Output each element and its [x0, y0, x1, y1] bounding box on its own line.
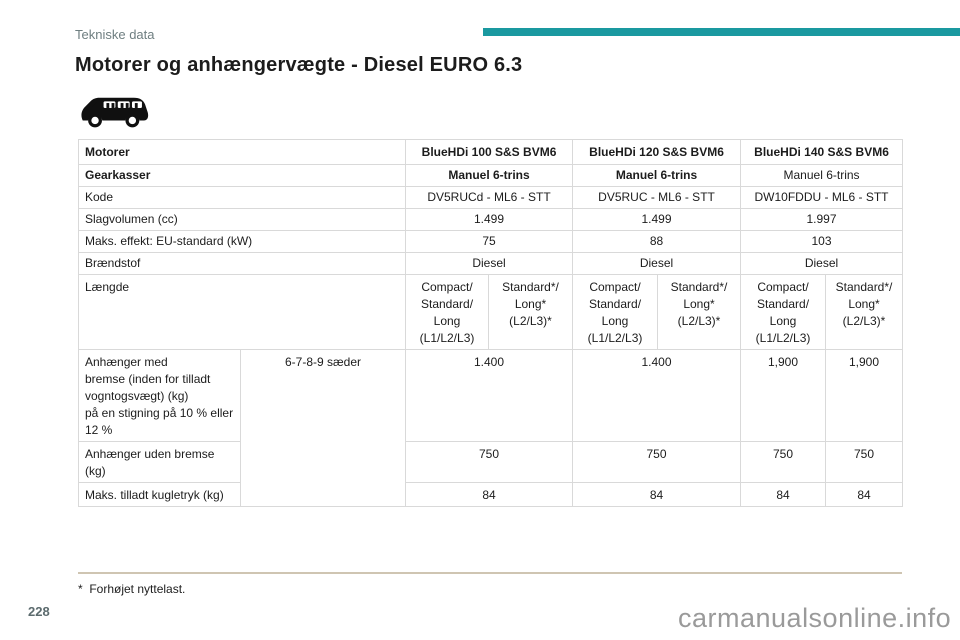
laengde-cell-5: Compact/ Standard/ Long (L1/L2/L3) — [740, 274, 827, 350]
kugletryk-value-2: 84 — [572, 482, 742, 507]
table-row-braendstof: Brændstof Diesel Diesel Diesel — [77, 252, 904, 275]
table-row-effekt: Maks. effekt: EU-standard (kW) 75 88 103 — [77, 230, 904, 253]
seats-cell: 6-7-8-9 sæder — [239, 349, 407, 507]
braendstof-value-1: Diesel — [405, 252, 574, 275]
row-label-braendstof: Brændstof — [77, 252, 407, 275]
row-label-anhaenger-uden-bremse: Anhænger uden bremse (kg) — [78, 441, 241, 483]
footnote: * Forhøjet nyttelast. — [78, 582, 186, 596]
header-accent-bar — [483, 28, 960, 36]
breadcrumb: Tekniske data — [75, 27, 155, 42]
table-row-kode: Kode DV5RUCd - ML6 - STT DV5RUC - ML6 - … — [77, 186, 904, 209]
anhaenger-med-value-2: 1.400 — [572, 349, 742, 442]
slagvolumen-value-3: 1.997 — [740, 208, 904, 231]
slagvolumen-value-1: 1.499 — [405, 208, 574, 231]
kode-value-1: DV5RUCd - ML6 - STT — [405, 186, 574, 209]
anhaenger-uden-value-2: 750 — [572, 441, 742, 483]
anhaenger-med-value-4: 1,900 — [825, 349, 904, 442]
anhaenger-uden-value-1: 750 — [405, 441, 574, 483]
row-label-slagvolumen: Slagvolumen (cc) — [77, 208, 407, 231]
kugletryk-value-4: 84 — [825, 482, 904, 507]
engine-header-2: BlueHDi 120 S&S BVM6 — [572, 139, 742, 165]
row-label-kugletryk: Maks. tilladt kugletryk (kg) — [78, 482, 241, 507]
row-label-motorer: Motorer — [77, 139, 407, 165]
table-row-laengde: Længde Compact/ Standard/ Long (L1/L2/L3… — [77, 274, 904, 350]
row-label-gearkasser: Gearkasser — [77, 164, 407, 187]
table-row-gearkasser: Gearkasser Manuel 6-trins Manuel 6-trins… — [77, 164, 904, 187]
braendstof-value-2: Diesel — [572, 252, 742, 275]
table-row-anhaenger-med-bremse: Anhænger med bremse (inden for tilladt v… — [78, 349, 904, 507]
braendstof-value-3: Diesel — [740, 252, 904, 275]
anhaenger-uden-value-4: 750 — [825, 441, 904, 483]
row-label-laengde: Længde — [77, 274, 407, 350]
spec-table: Motorer BlueHDi 100 S&S BVM6 BlueHDi 120… — [77, 139, 904, 507]
anhaenger-uden-value-3: 750 — [740, 441, 827, 483]
laengde-cell-4: Standard*/ Long* (L2/L3)* — [657, 274, 742, 350]
row-label-anhaenger-med-bremse: Anhænger med bremse (inden for tilladt v… — [78, 349, 241, 442]
kugletryk-value-3: 84 — [740, 482, 827, 507]
gearkasser-value-1: Manuel 6-trins — [405, 164, 574, 187]
anhaenger-med-value-3: 1,900 — [740, 349, 827, 442]
laengde-cell-1: Compact/ Standard/ Long (L1/L2/L3) — [405, 274, 490, 350]
row-label-effekt: Maks. effekt: EU-standard (kW) — [77, 230, 407, 253]
row-label-kode: Kode — [77, 186, 407, 209]
effekt-value-2: 88 — [572, 230, 742, 253]
effekt-value-3: 103 — [740, 230, 904, 253]
van-icon — [78, 93, 150, 134]
engine-header-1: BlueHDi 100 S&S BVM6 — [405, 139, 574, 165]
anhaenger-med-value-1: 1.400 — [405, 349, 574, 442]
laengde-cell-3: Compact/ Standard/ Long (L1/L2/L3) — [572, 274, 659, 350]
table-row-kugletryk: Maks. tilladt kugletryk (kg) 84 84 84 84 — [78, 482, 904, 507]
table-row-slagvolumen: Slagvolumen (cc) 1.499 1.499 1.997 — [77, 208, 904, 231]
kode-value-2: DV5RUC - ML6 - STT — [572, 186, 742, 209]
engine-header-3: BlueHDi 140 S&S BVM6 — [740, 139, 904, 165]
page-title: Motorer og anhængervægte - Diesel EURO 6… — [75, 54, 523, 76]
gearkasser-value-3: Manuel 6-trins — [740, 164, 904, 187]
kode-value-3: DW10FDDU - ML6 - STT — [740, 186, 904, 209]
kugletryk-value-1: 84 — [405, 482, 574, 507]
footnote-divider — [78, 572, 902, 574]
effekt-value-1: 75 — [405, 230, 574, 253]
laengde-cell-2: Standard*/ Long* (L2/L3)* — [488, 274, 574, 350]
table-row-anhaenger-uden-bremse: Anhænger uden bremse (kg) 750 750 750 75… — [78, 441, 904, 483]
watermark: carmanualsonline.info — [678, 603, 952, 633]
page-number: 228 — [28, 604, 50, 619]
slagvolumen-value-2: 1.499 — [572, 208, 742, 231]
gearkasser-value-2: Manuel 6-trins — [572, 164, 742, 187]
table-row-motorer: Motorer BlueHDi 100 S&S BVM6 BlueHDi 120… — [77, 139, 904, 165]
laengde-cell-6: Standard*/ Long* (L2/L3)* — [825, 274, 904, 350]
